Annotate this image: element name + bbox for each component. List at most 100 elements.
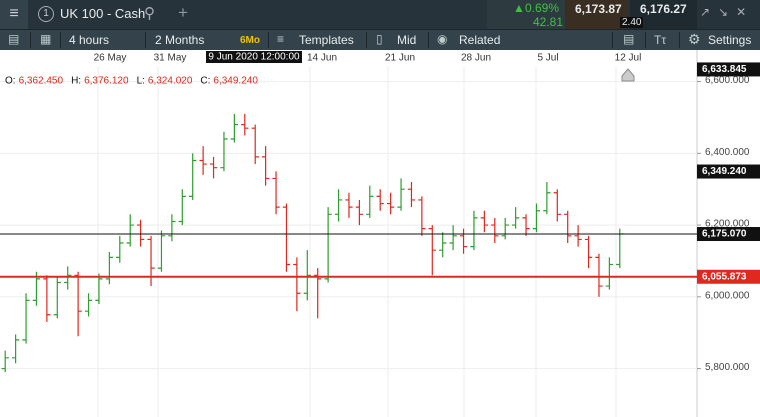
ohlc-bar — [449, 225, 457, 251]
ohlc-bar — [314, 268, 322, 319]
instrument-name[interactable]: UK 100 - Cash — [60, 6, 146, 21]
legend-key: H: — [71, 76, 81, 87]
layout-icon[interactable]: ▤ — [8, 32, 20, 46]
ohlc-bar — [53, 277, 61, 319]
ohlc-bar — [293, 257, 301, 312]
spread: 2.40 — [620, 17, 644, 28]
range[interactable]: 2 Months — [155, 33, 205, 47]
ohlc-bar — [220, 131, 228, 172]
sell-box[interactable] — [566, 0, 628, 29]
instrument-icon: 1 — [38, 6, 54, 22]
ohlc-bar — [459, 228, 468, 254]
legend-key: O: — [5, 76, 16, 87]
ohlc-bar — [199, 146, 207, 175]
ohlc-bar — [605, 257, 614, 290]
ohlc-bar — [616, 228, 624, 269]
ohlc-bar — [480, 210, 489, 233]
home-icon — [621, 68, 635, 82]
ohlc-bar — [22, 293, 30, 344]
ohlc-bar — [355, 199, 364, 226]
ohlc-bar — [386, 192, 395, 215]
ohlc-bar — [95, 273, 103, 304]
ohlc-bar — [334, 189, 343, 222]
ohlc-bar — [43, 275, 51, 322]
price-type[interactable]: Mid — [397, 33, 417, 47]
price-marker-label: 6,349.240 — [702, 166, 747, 177]
ohlc-bar — [407, 182, 416, 208]
date-label: 28 Jun — [461, 53, 491, 64]
text-icon[interactable]: Tτ — [654, 33, 667, 47]
buy-price[interactable]: 6,176.27 — [640, 2, 687, 16]
add-tab[interactable]: + — [178, 3, 188, 22]
ohlc-bar — [209, 156, 218, 179]
price-marker-box — [697, 227, 760, 242]
ohlc-bar — [64, 266, 72, 290]
settings[interactable]: Settings — [708, 33, 752, 47]
price-marker-box — [697, 62, 760, 77]
ohlc-bar — [74, 271, 82, 337]
chart: 26 May 31 May 14 Jun 21 Jun 28 Jun 5 Jul 12 Ju… — [0, 50, 760, 417]
y-tick-label: 6,400.000 — [705, 147, 750, 158]
ohlc-bar — [230, 113, 239, 143]
ohlc-bar — [126, 214, 134, 247]
date-label: 31 May — [154, 53, 187, 64]
range-short[interactable]: 6Mo — [240, 35, 260, 46]
ohlc-bar — [574, 225, 582, 247]
templates[interactable]: Templates — [299, 33, 354, 47]
ohlc-bar — [397, 178, 405, 211]
ohlc-bar — [564, 210, 572, 244]
ohlc-bar — [595, 253, 603, 297]
y-tick-label: 5,800.000 — [705, 362, 750, 373]
ohlc-bar — [376, 189, 384, 211]
legend-value: 6,376.120 — [84, 76, 129, 87]
window-icons[interactable]: ↗↘✕ — [700, 5, 755, 19]
change-pct: 0.69% — [525, 1, 560, 15]
search-button[interactable]: ⚲ — [144, 5, 155, 22]
change-points: 42.81 — [533, 15, 564, 29]
ohlc-bar — [105, 251, 114, 285]
ohlc-bar — [84, 293, 93, 317]
ohlc-bar — [532, 203, 541, 233]
grid-icon[interactable]: ▦ — [40, 32, 52, 46]
legend-value: 6,349.240 — [213, 76, 258, 87]
interval[interactable]: 4 hours — [69, 33, 110, 47]
ohlc-bar — [168, 214, 176, 242]
ohlc-bar — [324, 207, 332, 283]
sell-price[interactable]: 6,173.87 — [575, 2, 622, 16]
crosshair-box — [206, 51, 302, 63]
y-tick-label: 6,200.000 — [705, 219, 750, 230]
price-marker-label: 6,633.845 — [702, 64, 747, 75]
ohlc-bar — [522, 214, 530, 236]
price-marker-label: 6,175.070 — [702, 229, 747, 240]
legend-key: C: — [200, 76, 210, 87]
crosshair-label: 9 Jun 2020 12:00:00 — [208, 52, 300, 63]
ohlc-bar — [511, 207, 520, 229]
price-marker-box — [697, 269, 760, 284]
ohlc-bar — [11, 334, 20, 364]
ohlc-bar — [470, 210, 478, 251]
header-bar: ≡ 1 UK 100 - Cash ⚲ + ▲ 0.69% 42.81 6,17… — [0, 0, 760, 29]
ohlc-bar — [543, 182, 551, 215]
ohlc-bar — [418, 196, 426, 236]
settings-icon: ⚙ — [688, 31, 701, 47]
legend-value: 6,362.450 — [19, 76, 64, 87]
ohlc-bar — [428, 225, 436, 276]
date-label: 14 Jun — [307, 53, 337, 64]
legend-key: L: — [137, 76, 145, 87]
ohlc-bar — [491, 217, 499, 244]
date-label: 26 May — [94, 53, 127, 64]
ohlc-bar — [553, 189, 561, 222]
date-label: 21 Jun — [385, 53, 415, 64]
price-icon: ▯ — [376, 32, 383, 46]
price-marker-box — [697, 164, 760, 179]
ohlc-bar — [116, 235, 124, 263]
ohlc-bar — [439, 232, 447, 258]
legend-value: 6,324.020 — [148, 76, 193, 87]
ohlc-bar — [303, 250, 311, 301]
ohlc-bar — [251, 124, 259, 165]
related[interactable]: Related — [459, 33, 501, 47]
related-icon: ◉ — [437, 32, 448, 46]
menu-button[interactable]: ≡ — [0, 0, 28, 29]
list-icon[interactable]: ▤ — [623, 32, 635, 46]
